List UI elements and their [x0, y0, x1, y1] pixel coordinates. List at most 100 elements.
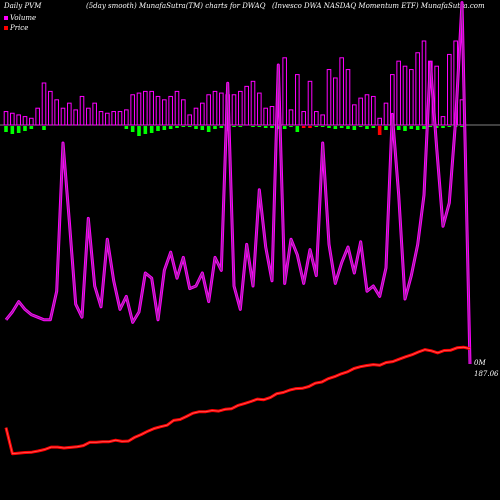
volume-bar [98, 111, 104, 126]
volume-bar [333, 77, 338, 126]
legend-volume-label: Volume [10, 14, 37, 22]
volume-bar [124, 109, 129, 126]
price-end-label: 187.06 [474, 370, 499, 378]
momentum-bar [308, 126, 312, 128]
volume-bar [105, 112, 110, 126]
volume-bar [364, 94, 370, 126]
volume-bar [269, 106, 275, 126]
momentum-bar [206, 126, 211, 132]
momentum-bar [4, 126, 8, 132]
volume-bar [174, 90, 180, 126]
volume-bar [29, 117, 34, 126]
chart-title-middle: (5day smooth) MunafaSutra(TM) charts for… [86, 2, 266, 10]
volume-line [4, 1, 472, 365]
volume-bar [301, 111, 306, 126]
volume-bar [295, 74, 300, 126]
volume-bar [181, 99, 186, 126]
volume-bar [250, 80, 256, 126]
volume-end-label: 0M [474, 359, 486, 367]
volume-bar [320, 114, 325, 126]
volume-bar [162, 99, 167, 126]
volume-bar [307, 80, 313, 126]
momentum-bar [149, 126, 154, 133]
momentum-bar [143, 126, 148, 134]
momentum-bar [213, 126, 217, 129]
momentum-bar [428, 126, 433, 127]
volume-bar [409, 69, 414, 126]
legend-price-label: Price [10, 24, 29, 32]
momentum-bar [333, 126, 338, 129]
volume-bar [238, 90, 243, 126]
momentum-bar [23, 126, 27, 131]
momentum-bar [263, 126, 268, 128]
volume-bar [22, 116, 28, 126]
momentum-bar [358, 126, 363, 127]
legend-volume: Volume [4, 14, 36, 22]
momentum-bar [156, 126, 160, 131]
momentum-bar [16, 126, 21, 133]
volume-bar [168, 95, 173, 126]
volume-bar [257, 92, 262, 126]
momentum-bar [415, 126, 420, 130]
series-lines [4, 1, 472, 456]
momentum-bar [422, 126, 426, 129]
volume-bar [73, 109, 78, 126]
legend-volume-swatch [4, 16, 8, 20]
momentum-bar [238, 126, 243, 127]
volume-bar [79, 95, 85, 126]
momentum-bar [403, 126, 407, 131]
chart-title-left: Daily PVM [4, 2, 42, 10]
volume-bar [447, 53, 452, 126]
volume-bar [117, 111, 123, 126]
volume-bar [231, 94, 237, 126]
momentum-bar [162, 126, 167, 130]
volume-bar [244, 85, 249, 126]
momentum-bar [409, 126, 414, 129]
momentum-bar [251, 126, 255, 127]
volume-bar [187, 114, 192, 126]
legend-price: Price [4, 24, 28, 32]
volume-bar [3, 111, 9, 126]
volume-bar [440, 116, 446, 126]
price-line-core [5, 346, 471, 455]
momentum-bar [384, 126, 388, 130]
momentum-bar [168, 126, 173, 129]
volume-bar [415, 52, 420, 126]
volume-bar [263, 107, 268, 126]
volume-bar [377, 117, 382, 126]
volume-bar [35, 107, 40, 126]
volume-bar [67, 102, 72, 126]
momentum-bar [232, 126, 236, 127]
volume-bar [282, 57, 287, 126]
volume-bar [86, 107, 91, 126]
momentum-bar [441, 126, 445, 128]
momentum-bar [219, 126, 224, 128]
volume-bar [421, 40, 427, 126]
volume-bar [48, 90, 53, 126]
momentum-bar [257, 126, 262, 127]
volume-bars [3, 40, 465, 126]
momentum-bar [301, 126, 306, 128]
volume-bar [402, 65, 408, 126]
momentum-bar [10, 126, 15, 134]
momentum-bar [371, 126, 376, 128]
momentum-bar [339, 126, 344, 128]
volume-bar [371, 95, 376, 126]
volume-line-core [5, 2, 471, 365]
momentum-bar [29, 126, 34, 129]
volume-bar [60, 107, 66, 126]
volume-bar [130, 94, 135, 126]
volume-bar [136, 92, 142, 126]
volume-bar [434, 65, 439, 126]
volume-bar [358, 97, 363, 126]
volume-bar [54, 99, 59, 126]
momentum-bar [181, 126, 186, 127]
volume-bar [155, 95, 161, 126]
volume-bar [41, 82, 47, 126]
momentum-bar [460, 126, 464, 127]
volume-bar [383, 102, 389, 126]
momentum-bar [365, 126, 369, 129]
volume-bar [200, 102, 205, 126]
momentum-bar [352, 126, 357, 130]
